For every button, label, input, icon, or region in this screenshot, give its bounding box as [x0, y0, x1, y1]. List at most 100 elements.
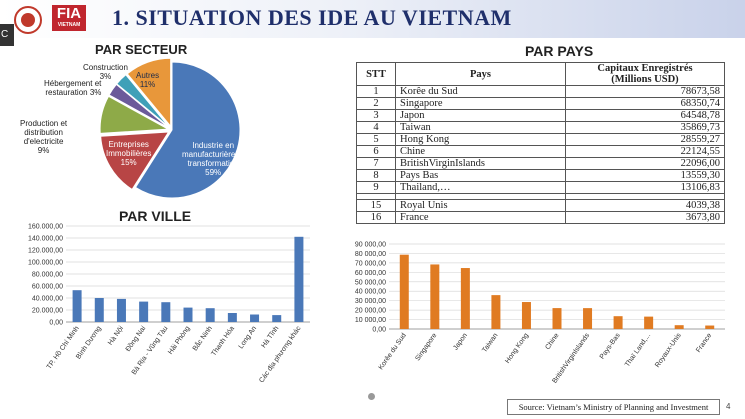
table-row: 5 Hong Kong 28559,27 — [356, 133, 725, 146]
x-tick-label: Chine — [544, 332, 560, 351]
table-row: 6 Chine 22124,55 — [356, 145, 725, 158]
page-number: 4 — [726, 402, 731, 411]
table-cell-stt: 1 — [356, 85, 396, 98]
pie-label-electricite: Production et distribution d'electricite 9% — [20, 119, 68, 155]
table-cell-pays: Singapore — [395, 97, 566, 110]
table-cell-stt: 2 — [356, 97, 396, 110]
side-tag[interactable]: C — [0, 24, 14, 46]
header-capitaux: Capitaux Enregistrés (Millions USD) — [565, 62, 725, 86]
y-tick-label: 160.000,00 — [28, 224, 63, 231]
y-tick-label: 20 000,00 — [355, 308, 386, 315]
bar — [674, 325, 684, 329]
y-tick-label: 60.000,00 — [32, 284, 63, 291]
table-row: 15 Royal Unis 4039,38 — [356, 199, 725, 212]
table-cell-pays: Hong Kong — [395, 133, 566, 146]
bar — [250, 314, 260, 322]
y-tick-label: 0,00 — [372, 327, 386, 334]
table-cell-stt: 16 — [356, 211, 396, 224]
table-cell-value: 78673,58 — [565, 85, 725, 98]
bar — [116, 298, 126, 322]
y-tick-label: 80 000,00 — [355, 251, 386, 258]
table-row: 1 Korêe du Sud 78673,58 — [356, 85, 725, 98]
table-cell-value: 3673,80 — [565, 211, 725, 224]
pie-slice — [126, 57, 172, 128]
bar — [521, 302, 531, 329]
table-row: 16 France 3673,80 — [356, 211, 725, 224]
table-row: 7 BritishVirginIslands 22096,00 — [356, 157, 725, 170]
bar — [583, 308, 593, 329]
table-cell-stt: 15 — [356, 199, 396, 212]
pie-label-industrie: Industrie en manufacturière et transformat… — [182, 141, 245, 177]
table-cell-pays: Chine — [395, 145, 566, 158]
y-tick-label: 120.000,00 — [28, 248, 63, 255]
bar — [460, 268, 470, 329]
table-cell-stt: 6 — [356, 145, 396, 158]
table-cell-pays: Korêe du Sud — [395, 85, 566, 98]
table-row: 4 Taiwan 35869,73 — [356, 121, 725, 134]
bar — [399, 254, 409, 329]
fia-logo-text: FIA — [56, 5, 82, 22]
pie-slice — [100, 131, 170, 191]
table-cell-value: 13106,83 — [565, 181, 725, 194]
table-row: 9 Thailand,… 13106,83 — [356, 181, 725, 194]
table-cell-pays: Japon — [395, 109, 566, 122]
table-cell-stt: 5 — [356, 133, 396, 146]
table-cell-value: 68350,74 — [565, 97, 725, 110]
x-tick-label: Thaï Land,... — [624, 332, 652, 368]
bar — [205, 308, 215, 322]
y-tick-label: 80.000,00 — [32, 272, 63, 279]
bar — [552, 308, 562, 329]
fia-logo: FIA VIETNAM — [52, 5, 86, 31]
table-cell-stt: 9 — [356, 181, 396, 194]
y-tick-label: 140.000,00 — [28, 236, 63, 243]
y-tick-label: 40.000,00 — [32, 296, 63, 303]
table-cell-pays: Taiwan — [395, 121, 566, 134]
table-cell-pays: Royal Unis — [395, 199, 566, 212]
table-cell-pays: Pays Bas — [395, 169, 566, 182]
pie-label-hebergement: Hébergement et restauration 3% — [44, 79, 102, 97]
table-cell-stt: 8 — [356, 169, 396, 182]
x-tick-label: Bắc Ninh — [190, 324, 214, 353]
source-note: Source: Vietnam’s Ministry of Planning a… — [507, 399, 720, 415]
y-tick-label: 50 000,00 — [355, 279, 386, 286]
table-row: 3 Japon 64548,78 — [356, 109, 725, 122]
x-tick-label: Taiwan — [481, 332, 499, 354]
x-tick-label: TP. Hồ Chí Minh — [44, 324, 81, 371]
header-bar — [0, 0, 745, 38]
table-cell-value: 4039,38 — [565, 199, 725, 212]
table-cell-value: 22124,55 — [565, 145, 725, 158]
x-tick-label: Thanh Hóa — [210, 325, 236, 357]
x-tick-label: Singapore — [414, 332, 438, 362]
bar — [94, 298, 104, 322]
par-secteur-title: PAR SECTEUR — [95, 42, 188, 57]
table-cell-stt: 3 — [356, 109, 396, 122]
y-tick-label: 70 000,00 — [355, 260, 386, 267]
bar — [644, 316, 654, 329]
fia-logo-subtext: VIETNAM — [57, 22, 81, 28]
x-tick-label: Royaux-Unis — [654, 332, 683, 369]
slide-indicator-dot[interactable] — [368, 393, 375, 400]
y-tick-label: 100.000,00 — [28, 260, 63, 267]
pie-slice — [134, 61, 241, 199]
x-tick-label: Long An — [238, 325, 259, 350]
x-tick-label: Hong Kong — [504, 332, 530, 365]
header-stt: STT — [356, 62, 396, 86]
y-tick-label: 30 000,00 — [355, 298, 386, 305]
x-tick-label: Các địa phương khác — [258, 325, 303, 385]
pie-label-immobilieres: Entreprises Immobilières 15% — [106, 140, 152, 167]
pie-slice — [99, 95, 170, 134]
table-cell-pays: France — [395, 211, 566, 224]
bar — [139, 301, 149, 322]
y-tick-label: 60 000,00 — [355, 270, 386, 277]
table-cell-value: 64548,78 — [565, 109, 725, 122]
x-tick-label: Hà Nội — [107, 325, 125, 347]
bar — [430, 264, 440, 329]
bar — [294, 236, 304, 322]
ministry-logo — [14, 6, 42, 34]
header-pays: Pays — [395, 62, 566, 86]
x-tick-label: Đồng Nai — [123, 324, 147, 353]
par-ville-title: PAR VILLE — [119, 208, 192, 224]
pie-label-construction: Construction 3% — [83, 63, 128, 81]
bar — [72, 290, 82, 322]
pie-slice — [116, 74, 170, 128]
